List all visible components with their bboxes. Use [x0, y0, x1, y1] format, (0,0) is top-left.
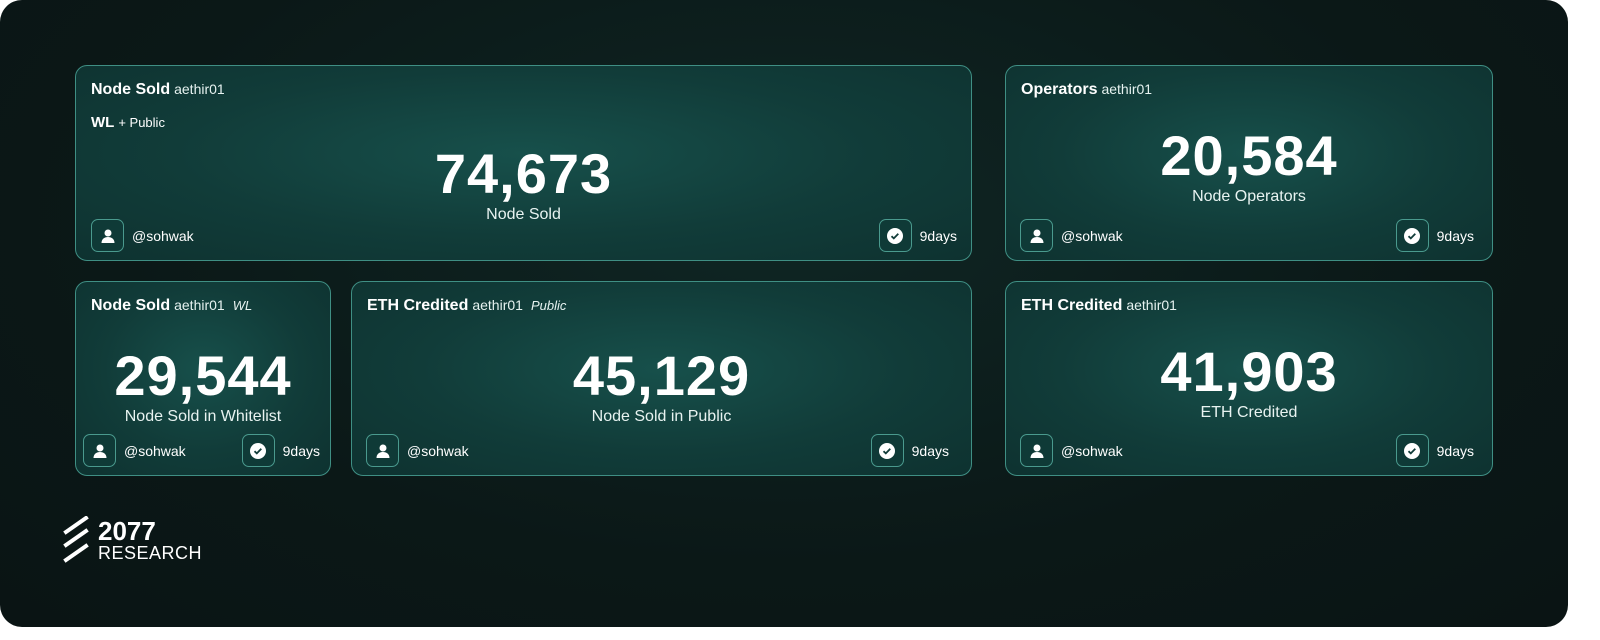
time-ago: 9days: [919, 227, 957, 244]
brand-name: 2077: [98, 516, 156, 546]
username: @sohwak: [124, 442, 186, 459]
time-ago: 9days: [282, 442, 320, 459]
metric-label: Node Sold: [486, 206, 561, 223]
author[interactable]: @sohwak: [1020, 219, 1123, 252]
brand-logo: 2077 RESEARCH: [62, 516, 202, 566]
metric-label: Node Operators: [1192, 188, 1306, 205]
author[interactable]: @sohwak: [1020, 434, 1123, 467]
metric-value: 20,584: [1160, 124, 1338, 187]
logo-stripes-icon: [63, 516, 89, 563]
username: @sohwak: [1061, 227, 1123, 244]
card-operators: Operators aethir01 20,584 Node Operators @…: [1005, 65, 1493, 261]
age: 9days: [241, 434, 320, 467]
card-node-sold-total: Node Sold aethir01 WL + Public 74,673 Node …: [75, 65, 972, 261]
card-title: ETH Credited aethir01: [1021, 297, 1177, 314]
metric-value: 29,544: [114, 344, 292, 407]
username: @sohwak: [407, 442, 469, 459]
user-icon: [91, 219, 124, 252]
verified-badge-icon: [878, 219, 912, 252]
metric-label: ETH Credited: [1200, 404, 1298, 421]
card-title: ETH Credited aethir01 Public: [367, 297, 567, 314]
verified-badge-icon: [1395, 219, 1429, 252]
author[interactable]: @sohwak: [83, 434, 186, 467]
card-title: Node Sold aethir01: [91, 81, 225, 98]
age: 9days: [878, 219, 957, 252]
age: 9days: [870, 434, 949, 467]
card-title: Operators aethir01: [1021, 81, 1153, 98]
metric-value: 45,129: [572, 344, 751, 407]
card-eth-credited: ETH Credited aethir01 41,903 ETH Credited …: [1005, 281, 1493, 476]
user-icon: [366, 434, 399, 467]
card-eth-credited-public: ETH Credited aethir01 Public 45,129 Node So…: [351, 281, 972, 476]
metric-label: Node Sold in Whitelist: [124, 408, 282, 425]
user-icon: [1020, 434, 1053, 467]
username: @sohwak: [1061, 442, 1123, 459]
time-ago: 9days: [1436, 442, 1474, 459]
author[interactable]: @sohwak: [91, 219, 194, 252]
author[interactable]: @sohwak: [366, 434, 469, 467]
user-icon: [1020, 219, 1053, 252]
time-ago: 9days: [1436, 227, 1474, 244]
metric-value: 74,673: [434, 142, 613, 205]
verified-badge-icon: [1395, 434, 1429, 467]
verified-badge-icon: [241, 434, 275, 467]
time-ago: 9days: [911, 442, 949, 459]
card-subtitle: WL + Public: [91, 114, 165, 131]
age: 9days: [1395, 219, 1474, 252]
user-icon: [83, 434, 116, 467]
brand-sub: RESEARCH: [98, 543, 203, 563]
verified-badge-icon: [870, 434, 904, 467]
card-title: Node Sold aethir01 WL: [91, 297, 253, 314]
metric-label: Node Sold in Public: [591, 408, 732, 425]
card-node-sold-wl: Node Sold aethir01 WL 29,544 Node Sold in W…: [75, 281, 331, 476]
metric-value: 41,903: [1160, 340, 1338, 403]
username: @sohwak: [132, 227, 194, 244]
age: 9days: [1395, 434, 1474, 467]
